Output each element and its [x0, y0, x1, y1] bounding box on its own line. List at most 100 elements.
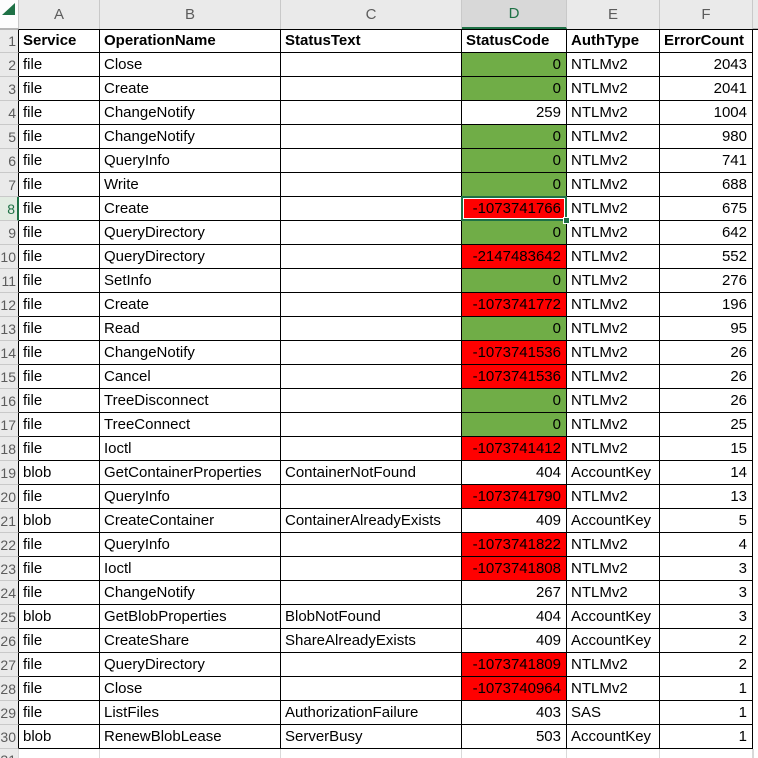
row-header-29[interactable]: 29: [0, 701, 19, 725]
cell-E9[interactable]: NTLMv2: [567, 221, 660, 245]
cell-E2[interactable]: NTLMv2: [567, 53, 660, 77]
cell-A28[interactable]: file: [19, 677, 100, 701]
cell-C31[interactable]: [281, 749, 462, 758]
cell-A31[interactable]: [19, 749, 100, 758]
select-all-corner[interactable]: [0, 0, 19, 29]
cell-F5[interactable]: 980: [660, 125, 753, 149]
cell-B31[interactable]: [100, 749, 281, 758]
cell-E30[interactable]: AccountKey: [567, 725, 660, 749]
cell-E5[interactable]: NTLMv2: [567, 125, 660, 149]
cell-D29[interactable]: 403: [462, 701, 567, 725]
cell-C9[interactable]: [281, 221, 462, 245]
cell-A25[interactable]: blob: [19, 605, 100, 629]
cell-F1[interactable]: ErrorCount: [660, 29, 753, 53]
cell-B4[interactable]: ChangeNotify: [100, 101, 281, 125]
cell-A29[interactable]: file: [19, 701, 100, 725]
cell-C28[interactable]: [281, 677, 462, 701]
cell-A14[interactable]: file: [19, 341, 100, 365]
cell-A2[interactable]: file: [19, 53, 100, 77]
column-header-d[interactable]: D: [462, 0, 567, 29]
cell-C27[interactable]: [281, 653, 462, 677]
cell-F4[interactable]: 1004: [660, 101, 753, 125]
cell-A3[interactable]: file: [19, 77, 100, 101]
cell-F10[interactable]: 552: [660, 245, 753, 269]
cell-A5[interactable]: file: [19, 125, 100, 149]
cell-B10[interactable]: QueryDirectory: [100, 245, 281, 269]
column-header-b[interactable]: B: [100, 0, 281, 29]
row-header-18[interactable]: 18: [0, 437, 19, 461]
cell-C29[interactable]: AuthorizationFailure: [281, 701, 462, 725]
cell-E29[interactable]: SAS: [567, 701, 660, 725]
cell-D14[interactable]: -1073741536: [462, 341, 567, 365]
column-header-e[interactable]: E: [567, 0, 660, 29]
cell-C30[interactable]: ServerBusy: [281, 725, 462, 749]
cell-F2[interactable]: 2043: [660, 53, 753, 77]
cell-D26[interactable]: 409: [462, 629, 567, 653]
cell-D17[interactable]: 0: [462, 413, 567, 437]
cell-D5[interactable]: 0: [462, 125, 567, 149]
cell-D7[interactable]: 0: [462, 173, 567, 197]
cell-A9[interactable]: file: [19, 221, 100, 245]
cell-F19[interactable]: 14: [660, 461, 753, 485]
cell-C21[interactable]: ContainerAlreadyExists: [281, 509, 462, 533]
row-header-24[interactable]: 24: [0, 581, 19, 605]
cell-F26[interactable]: 2: [660, 629, 753, 653]
cell-B12[interactable]: Create: [100, 293, 281, 317]
cell-E3[interactable]: NTLMv2: [567, 77, 660, 101]
cell-D30[interactable]: 503: [462, 725, 567, 749]
cell-F12[interactable]: 196: [660, 293, 753, 317]
column-header-c[interactable]: C: [281, 0, 462, 29]
cell-F9[interactable]: 642: [660, 221, 753, 245]
cell-C22[interactable]: [281, 533, 462, 557]
cell-B26[interactable]: CreateShare: [100, 629, 281, 653]
cell-D25[interactable]: 404: [462, 605, 567, 629]
cell-C25[interactable]: BlobNotFound: [281, 605, 462, 629]
cell-A21[interactable]: blob: [19, 509, 100, 533]
cell-D9[interactable]: 0: [462, 221, 567, 245]
cell-E15[interactable]: NTLMv2: [567, 365, 660, 389]
cell-F28[interactable]: 1: [660, 677, 753, 701]
row-header-15[interactable]: 15: [0, 365, 19, 389]
cell-C18[interactable]: [281, 437, 462, 461]
cell-F29[interactable]: 1: [660, 701, 753, 725]
cell-C16[interactable]: [281, 389, 462, 413]
cell-E14[interactable]: NTLMv2: [567, 341, 660, 365]
row-header-31[interactable]: 31: [0, 749, 19, 758]
cell-F8[interactable]: 675: [660, 197, 753, 221]
cell-C14[interactable]: [281, 341, 462, 365]
cell-C26[interactable]: ShareAlreadyExists: [281, 629, 462, 653]
cell-D4[interactable]: 259: [462, 101, 567, 125]
cell-B25[interactable]: GetBlobProperties: [100, 605, 281, 629]
cell-C6[interactable]: [281, 149, 462, 173]
row-header-7[interactable]: 7: [0, 173, 19, 197]
row-header-9[interactable]: 9: [0, 221, 19, 245]
cell-D11[interactable]: 0: [462, 269, 567, 293]
row-header-6[interactable]: 6: [0, 149, 19, 173]
cell-E17[interactable]: NTLMv2: [567, 413, 660, 437]
cell-A17[interactable]: file: [19, 413, 100, 437]
cell-E27[interactable]: NTLMv2: [567, 653, 660, 677]
cell-F6[interactable]: 741: [660, 149, 753, 173]
cell-F15[interactable]: 26: [660, 365, 753, 389]
row-header-11[interactable]: 11: [0, 269, 19, 293]
row-header-19[interactable]: 19: [0, 461, 19, 485]
cell-B7[interactable]: Write: [100, 173, 281, 197]
cell-D21[interactable]: 409: [462, 509, 567, 533]
cell-C11[interactable]: [281, 269, 462, 293]
cell-F23[interactable]: 3: [660, 557, 753, 581]
row-header-13[interactable]: 13: [0, 317, 19, 341]
cell-E31[interactable]: [567, 749, 660, 758]
cell-B11[interactable]: SetInfo: [100, 269, 281, 293]
cell-B17[interactable]: TreeConnect: [100, 413, 281, 437]
cell-D12[interactable]: -1073741772: [462, 293, 567, 317]
cell-D16[interactable]: 0: [462, 389, 567, 413]
cell-C20[interactable]: [281, 485, 462, 509]
cell-E8[interactable]: NTLMv2: [567, 197, 660, 221]
cell-F25[interactable]: 3: [660, 605, 753, 629]
cell-B15[interactable]: Cancel: [100, 365, 281, 389]
cell-B6[interactable]: QueryInfo: [100, 149, 281, 173]
cell-E28[interactable]: NTLMv2: [567, 677, 660, 701]
cell-E20[interactable]: NTLMv2: [567, 485, 660, 509]
row-header-27[interactable]: 27: [0, 653, 19, 677]
cell-A27[interactable]: file: [19, 653, 100, 677]
